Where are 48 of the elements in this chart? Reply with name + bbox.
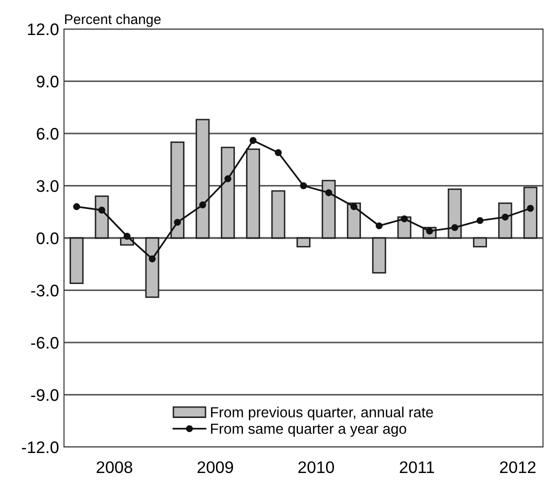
point bbox=[476, 217, 484, 224]
x-tick-label: 2012 bbox=[500, 461, 536, 474]
x-tick-label: 2008 bbox=[96, 461, 132, 474]
bar bbox=[196, 118, 210, 239]
point bbox=[502, 214, 509, 221]
y-tick-label: -6.0 bbox=[31, 336, 58, 349]
point bbox=[224, 175, 232, 182]
bar bbox=[322, 180, 336, 239]
legend-label: From same quarter a year ago bbox=[211, 424, 406, 437]
y-tick-label: 0.0 bbox=[36, 232, 58, 244]
point bbox=[325, 189, 332, 196]
point bbox=[451, 224, 458, 232]
point bbox=[400, 215, 408, 222]
bar bbox=[296, 237, 310, 248]
y-tick-label: 9.0 bbox=[36, 76, 58, 88]
x-tick-label: 2011 bbox=[400, 461, 434, 474]
point bbox=[174, 218, 181, 226]
bar bbox=[246, 148, 260, 239]
bar bbox=[271, 190, 286, 239]
bar bbox=[70, 237, 84, 284]
point bbox=[199, 201, 206, 208]
x-tick-label: 2010 bbox=[298, 461, 334, 474]
y-tick-label: 3.0 bbox=[36, 180, 58, 192]
x-tick-label: 2009 bbox=[198, 461, 234, 474]
point bbox=[376, 222, 383, 230]
y-tick-label: -3.0 bbox=[31, 284, 58, 296]
point bbox=[250, 136, 257, 144]
point bbox=[148, 255, 156, 262]
point bbox=[274, 149, 282, 156]
point bbox=[526, 204, 534, 212]
bar bbox=[372, 237, 386, 274]
bar bbox=[220, 146, 235, 239]
y-tick-label: 12.0 bbox=[28, 23, 58, 36]
point bbox=[124, 232, 130, 240]
bar bbox=[472, 237, 487, 248]
bar bbox=[145, 237, 160, 298]
bar bbox=[448, 188, 462, 239]
point bbox=[98, 206, 106, 214]
bar bbox=[523, 186, 538, 239]
y-tick-label: -9.0 bbox=[31, 389, 58, 401]
point bbox=[300, 182, 307, 190]
y-tick-label: -12.0 bbox=[22, 441, 58, 454]
legend-label: From previous quarter, annual rate bbox=[211, 406, 433, 420]
y-axis-title: Percent change bbox=[65, 14, 161, 27]
bar bbox=[170, 142, 184, 239]
y-tick-label: 6.0 bbox=[36, 128, 58, 140]
point bbox=[73, 203, 80, 210]
point bbox=[350, 203, 358, 210]
